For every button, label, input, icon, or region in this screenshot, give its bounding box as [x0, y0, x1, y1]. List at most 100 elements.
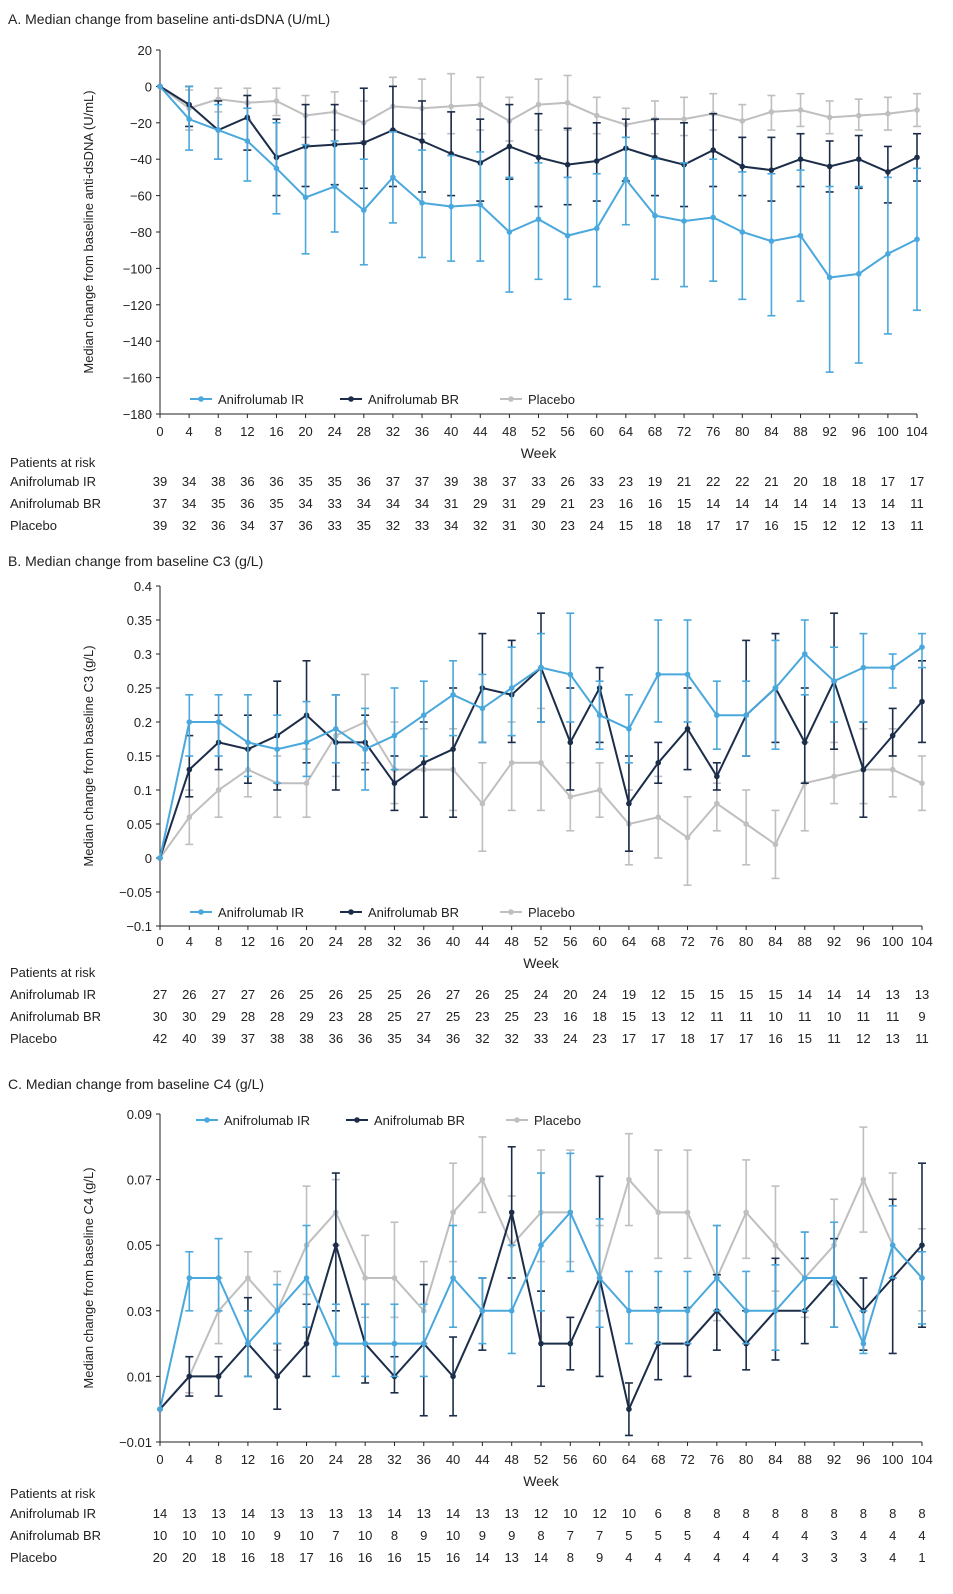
legend-item-ir: Anifrolumab IR — [196, 1113, 310, 1128]
legend-marker — [348, 909, 354, 915]
risk-count: 27 — [417, 1009, 431, 1024]
risk-count: 27 — [241, 987, 255, 1002]
data-point — [801, 651, 808, 657]
data-point — [419, 200, 425, 206]
data-point — [450, 692, 456, 698]
data-point — [361, 140, 367, 146]
y-axis-label: Median change from baseline C4 (g/L) — [81, 1167, 96, 1388]
data-point — [564, 161, 571, 168]
risk-count: 23 — [475, 1009, 489, 1024]
data-point — [479, 800, 486, 807]
data-point — [826, 114, 833, 121]
risk-count: 16 — [563, 1009, 577, 1024]
risk-count: 13 — [885, 1031, 899, 1046]
risk-row-label: Placebo — [10, 518, 57, 533]
risk-table-heading: Patients at risk — [10, 455, 96, 470]
risk-count: 35 — [387, 1031, 401, 1046]
data-point — [596, 712, 603, 718]
data-point — [157, 855, 163, 861]
data-point — [333, 1242, 339, 1248]
risk-count: 11 — [910, 518, 924, 533]
x-tick-label: 44 — [475, 1452, 489, 1467]
risk-count: 26 — [329, 987, 343, 1002]
risk-count: 13 — [358, 1506, 372, 1521]
x-tick-label: 20 — [298, 424, 312, 439]
data-point — [743, 821, 749, 827]
data-point — [273, 165, 280, 172]
risk-count: 39 — [153, 518, 167, 533]
data-point — [655, 1209, 662, 1216]
x-tick-label: 100 — [882, 934, 904, 949]
risk-count: 33 — [534, 1031, 548, 1046]
risk-count: 11 — [910, 496, 924, 511]
data-point — [772, 1308, 779, 1314]
data-point — [450, 746, 456, 752]
data-point — [914, 154, 920, 161]
legend-marker — [514, 1117, 520, 1123]
x-tick-label: 4 — [186, 934, 193, 949]
x-tick-label: 84 — [768, 1452, 782, 1467]
risk-count: 38 — [211, 474, 225, 489]
risk-count: 23 — [329, 1009, 343, 1024]
data-point — [797, 156, 804, 162]
risk-count: 14 — [446, 1506, 460, 1521]
risk-count: 29 — [299, 1009, 313, 1024]
legend-label: Anifrolumab IR — [224, 1113, 310, 1128]
risk-count: 23 — [589, 496, 603, 511]
y-tick-label: 0.35 — [127, 613, 152, 628]
risk-count: 25 — [387, 987, 401, 1002]
y-tick-label: −60 — [130, 189, 152, 204]
y-tick-label: −160 — [123, 371, 152, 386]
data-point — [567, 1340, 574, 1347]
data-point — [477, 201, 484, 208]
data-point — [855, 112, 862, 119]
y-tick-label: 0.3 — [134, 647, 152, 662]
risk-count: 33 — [327, 496, 341, 511]
risk-count: 22 — [735, 474, 749, 489]
data-point — [303, 780, 310, 786]
risk-count: 16 — [446, 1550, 460, 1565]
risk-count: 8 — [684, 1506, 691, 1521]
data-point — [538, 760, 544, 766]
data-point — [450, 1275, 456, 1281]
risk-count: 3 — [830, 1528, 837, 1543]
x-tick-label: 60 — [592, 1452, 606, 1467]
data-point — [274, 1308, 281, 1314]
risk-count: 14 — [153, 1506, 167, 1521]
data-point — [362, 1275, 368, 1281]
risk-count: 14 — [534, 1550, 548, 1565]
data-point — [391, 780, 398, 786]
data-point — [855, 156, 862, 162]
data-point — [768, 238, 775, 244]
risk-count: 17 — [735, 518, 749, 533]
risk-count: 33 — [589, 474, 603, 489]
legend-label: Anifrolumab BR — [374, 1113, 465, 1128]
legend-item-ir: Anifrolumab IR — [190, 392, 304, 407]
data-point — [479, 1176, 486, 1183]
y-tick-label: 0.07 — [127, 1173, 152, 1188]
data-point — [739, 118, 746, 124]
risk-count: 35 — [298, 474, 312, 489]
x-tick-label: 8 — [215, 1452, 222, 1467]
data-point — [743, 1308, 749, 1314]
data-point — [420, 1340, 427, 1347]
risk-count: 25 — [387, 1009, 401, 1024]
risk-count: 8 — [391, 1528, 398, 1543]
data-point — [535, 154, 542, 161]
data-point — [593, 158, 600, 164]
x-tick-label: 84 — [768, 934, 782, 949]
chart-title: A. Median change from baseline anti-dsDN… — [8, 11, 330, 27]
data-point — [215, 127, 222, 133]
data-point — [655, 814, 662, 820]
data-point — [714, 773, 720, 780]
risk-count: 17 — [881, 474, 895, 489]
x-tick-label: 104 — [911, 1452, 933, 1467]
risk-table-heading: Patients at risk — [10, 965, 96, 980]
data-point — [303, 1275, 310, 1281]
data-point — [391, 732, 398, 739]
risk-count: 15 — [710, 987, 724, 1002]
risk-count: 10 — [241, 1528, 255, 1543]
data-point — [362, 746, 368, 752]
legend-marker — [508, 909, 514, 915]
x-tick-label: 40 — [446, 1452, 460, 1467]
